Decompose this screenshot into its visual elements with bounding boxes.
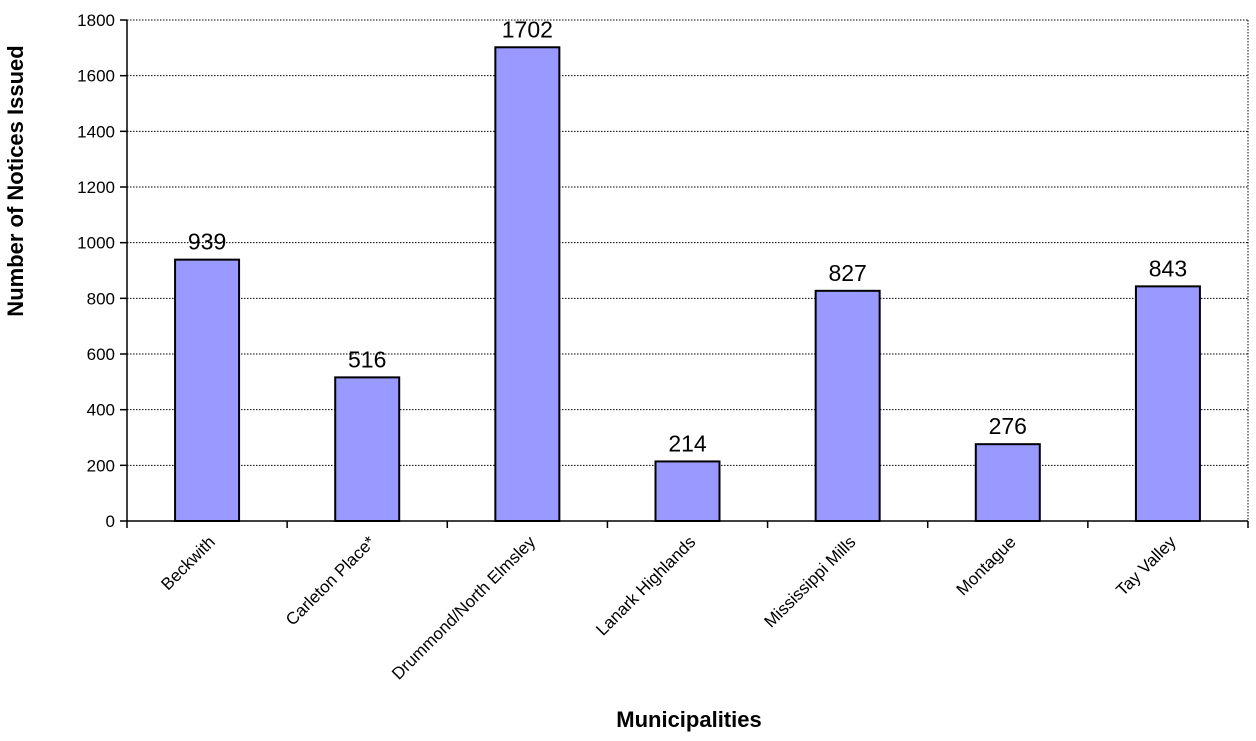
data-label: 827 xyxy=(828,260,866,286)
bar xyxy=(334,376,401,522)
data-label: 276 xyxy=(989,413,1027,439)
data-label: 516 xyxy=(348,346,386,372)
bar xyxy=(1134,285,1201,522)
data-labels: 939 516 1702 214 827 276 843 xyxy=(188,16,1187,456)
gridlines xyxy=(127,19,1249,521)
bar xyxy=(814,289,881,522)
axes xyxy=(120,19,1249,528)
bar xyxy=(174,258,241,522)
y-tick-labels: 0 200 400 600 800 1000 1200 1400 1600 1800 xyxy=(77,11,115,531)
y-tick-label: 1000 xyxy=(77,234,115,253)
bars xyxy=(174,46,1201,523)
y-tick-label: 1800 xyxy=(77,11,115,30)
x-category-label: Carleton Place* xyxy=(282,532,379,629)
y-tick-label: 800 xyxy=(87,289,115,308)
data-label: 1702 xyxy=(502,16,553,42)
y-tick-label: 600 xyxy=(87,345,115,364)
x-axis-title: Municipalities xyxy=(616,707,761,732)
y-tick-label: 0 xyxy=(106,512,115,531)
bar xyxy=(494,46,561,522)
x-category-label: Beckwith xyxy=(157,532,219,594)
x-category-label: Tay Valley xyxy=(1112,532,1180,600)
y-tick-label: 1400 xyxy=(77,122,115,141)
data-label: 214 xyxy=(668,430,707,456)
x-category-label: Drummond/North Elmsley xyxy=(388,532,539,683)
bar xyxy=(654,460,721,523)
y-tick-label: 1600 xyxy=(77,67,115,86)
x-category-label: Lanark Highlands xyxy=(592,532,699,639)
data-label: 939 xyxy=(188,229,226,255)
x-category-label: Mississippi Mills xyxy=(761,532,860,631)
x-category-labels: Beckwith Carleton Place* Drummond/North El… xyxy=(157,532,1180,683)
y-axis-title: Number of Notices Issued xyxy=(3,45,28,316)
bar xyxy=(974,443,1041,522)
x-category-label: Montague xyxy=(953,532,1020,599)
y-tick-label: 400 xyxy=(87,401,115,420)
y-tick-label: 1200 xyxy=(77,178,115,197)
y-tick-label: 200 xyxy=(87,456,115,475)
data-label: 843 xyxy=(1149,255,1187,281)
